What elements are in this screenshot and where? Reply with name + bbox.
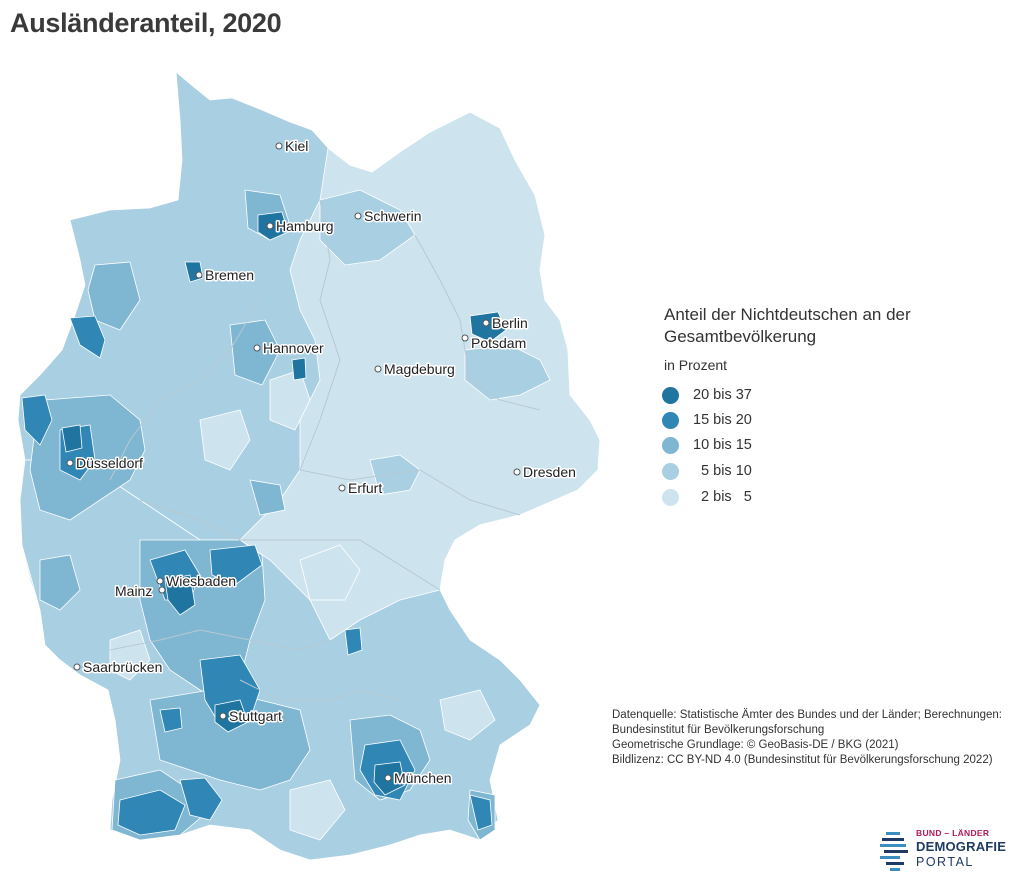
- city-stuttgart: Stuttgart: [219, 707, 284, 726]
- city-potsdam: Potsdam: [461, 334, 528, 353]
- city-magdeburg: Magdeburg: [374, 360, 456, 379]
- city-label-mainz: Mainz: [115, 583, 152, 599]
- city-schwerin: Schwerin: [354, 207, 423, 226]
- city-label-potsdam: Potsdam: [471, 335, 526, 351]
- legend-unit: in Prozent: [664, 357, 728, 373]
- legend-swatch: [662, 436, 679, 454]
- city-label-hamburg: Hamburg: [276, 218, 334, 234]
- city-mainz: Mainz: [114, 582, 166, 601]
- logo-text-bot: PORTAL: [916, 855, 974, 869]
- city-muenchen: München: [384, 769, 453, 788]
- legend-swatch: [662, 488, 679, 506]
- legend-title: Anteil der Nichtdeutschen an der Gesamtb…: [664, 304, 964, 348]
- city-label-bremen: Bremen: [205, 267, 254, 283]
- legend-item: 20 bis 37: [662, 385, 752, 405]
- regions-2-5-patches: [109, 369, 496, 841]
- legend-label: 5 bis 10: [693, 463, 752, 479]
- city-label-magdeburg: Magdeburg: [384, 361, 455, 377]
- city-label-hannover: Hannover: [263, 340, 324, 356]
- city-berlin: Berlin: [482, 314, 529, 333]
- legend-label: 2 bis 5: [693, 489, 752, 505]
- city-dresden: Dresden: [513, 463, 577, 482]
- city-label-saarbruecken: Saarbrücken: [83, 659, 162, 675]
- source-line: Bundesinstitut für Bevölkerungsforschung: [612, 724, 825, 736]
- legend-item: 10 bis 15: [662, 435, 752, 455]
- legend-label: 20 bis 37: [693, 387, 752, 403]
- legend-swatch: [662, 386, 679, 404]
- legend-label: 15 bis 20: [693, 412, 752, 428]
- source-line: Bildlizenz: CC BY-ND 4.0 (Bundesinstitut…: [612, 754, 993, 766]
- city-label-erfurt: Erfurt: [348, 480, 382, 496]
- logo-text-mid: DEMOGRAFIE: [916, 839, 1007, 854]
- city-label-dresden: Dresden: [523, 464, 576, 480]
- logo-mark-icon: [880, 832, 908, 871]
- legend-title-line2: Gesamtbevölkerung: [664, 327, 817, 346]
- legend-title-line1: Anteil der Nichtdeutschen an der: [664, 305, 911, 324]
- city-markers: Kiel Hamburg Schwerin Bremen Berlin Pots…: [66, 137, 577, 788]
- legend-item: 2 bis 5: [662, 487, 752, 507]
- city-label-muenchen: München: [394, 770, 452, 786]
- city-bremen: Bremen: [195, 266, 256, 285]
- city-hannover: Hannover: [253, 339, 326, 358]
- state-borders: [109, 199, 541, 701]
- legend-swatch: [662, 462, 679, 480]
- city-erfurt: Erfurt: [338, 479, 384, 498]
- legend-item: 5 bis 10: [662, 461, 752, 481]
- legend-label: 10 bis 15: [693, 437, 752, 453]
- city-kiel: Kiel: [275, 137, 310, 156]
- city-hamburg: Hamburg: [266, 217, 335, 236]
- legend-swatch: [662, 411, 679, 429]
- legend-item: 15 bis 20: [662, 410, 752, 430]
- logo-text-top: BUND – LÄNDER: [916, 828, 990, 838]
- city-duesseldorf: Düsseldorf: [66, 454, 145, 473]
- source-note: Datenquelle: Statistische Ämter des Bund…: [612, 708, 1002, 768]
- city-label-stuttgart: Stuttgart: [229, 708, 282, 724]
- city-saarbruecken: Saarbrücken: [73, 658, 164, 677]
- source-line: Geometrische Grundlage: © GeoBasis-DE / …: [612, 739, 899, 751]
- city-label-wiesbaden: Wiesbaden: [166, 573, 236, 589]
- city-label-duesseldorf: Düsseldorf: [76, 455, 143, 471]
- city-label-schwerin: Schwerin: [364, 208, 422, 224]
- city-label-kiel: Kiel: [285, 138, 308, 154]
- demografie-portal-logo: BUND – LÄNDER DEMOGRAFIE PORTAL: [880, 828, 1006, 874]
- city-wiesbaden: Wiesbaden: [156, 572, 238, 591]
- source-line: Datenquelle: Statistische Ämter des Bund…: [612, 709, 1002, 721]
- city-label-berlin: Berlin: [492, 315, 528, 331]
- map-title: Ausländeranteil, 2020: [10, 8, 282, 38]
